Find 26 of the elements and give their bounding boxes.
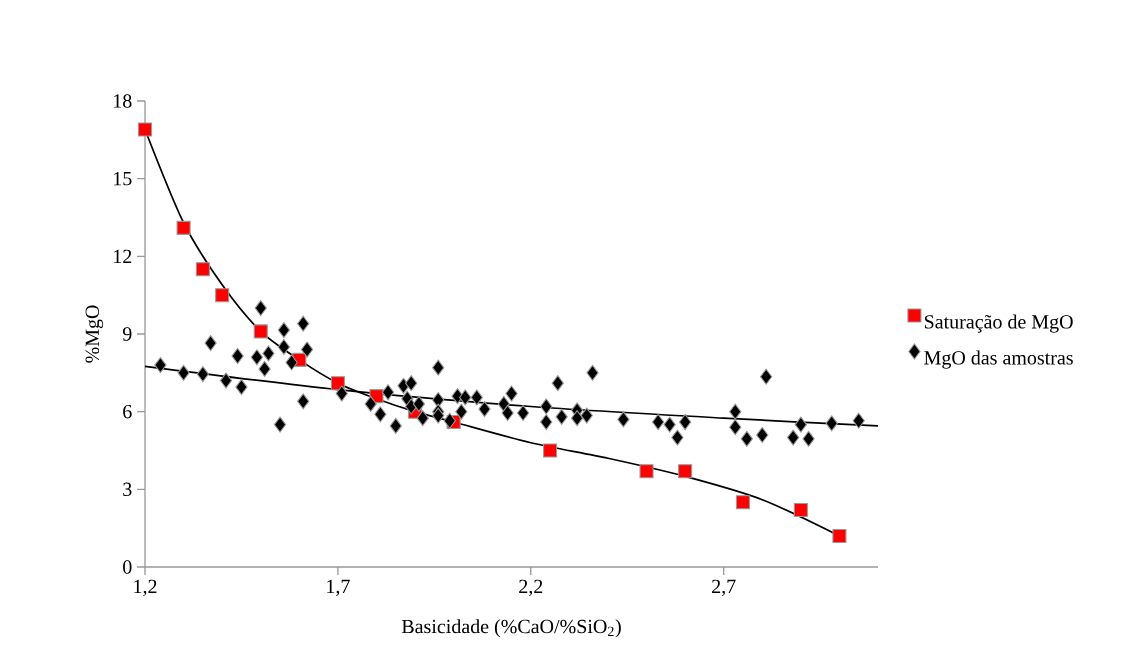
y-tick-label: 18 bbox=[114, 94, 132, 108]
y-tick-label: 15 bbox=[114, 171, 132, 186]
point bbox=[137, 122, 153, 137]
point bbox=[543, 443, 558, 458]
point bbox=[678, 464, 693, 479]
point bbox=[195, 262, 210, 277]
y-tick-label: 0 bbox=[123, 560, 132, 574]
y-tick-label: 3 bbox=[123, 482, 132, 497]
point bbox=[215, 288, 230, 303]
point bbox=[793, 503, 808, 518]
x-tick-label: 1,7 bbox=[327, 579, 350, 596]
legend-label: Saturação de MgO bbox=[924, 314, 1073, 333]
y-tick-label: 6 bbox=[123, 404, 132, 419]
x-tick-label: 1,2 bbox=[134, 579, 157, 597]
x-tick-label: 2,2 bbox=[519, 579, 543, 597]
y-tick-label: 9 bbox=[122, 327, 132, 341]
point bbox=[832, 528, 847, 543]
point bbox=[176, 220, 191, 235]
x-axis-title: Basicidade (%CaO/%SiO$_{2}$) bbox=[401, 619, 621, 638]
y-tick-label: 12 bbox=[114, 249, 132, 263]
point bbox=[639, 464, 654, 479]
point bbox=[253, 324, 268, 339]
y-axis-title: %MgO bbox=[85, 305, 104, 363]
point bbox=[735, 495, 751, 510]
legend-label: MgO das amostras bbox=[924, 350, 1073, 369]
x-tick-label: 2,7 bbox=[712, 579, 736, 597]
